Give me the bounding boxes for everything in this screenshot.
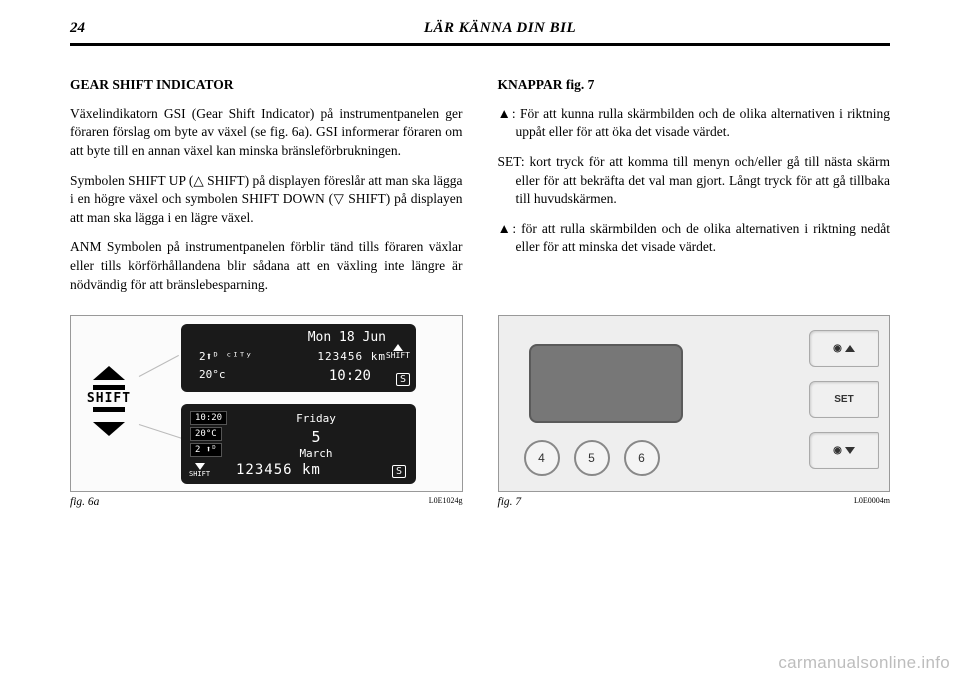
watermark: carmanualsonline.info: [778, 653, 950, 673]
odo-top: 123456 km: [317, 350, 386, 363]
radio-btn-5[interactable]: 5: [574, 440, 610, 476]
section-title: LÄR KÄNNA DIN BIL: [110, 20, 890, 37]
left-column: GEAR SHIFT INDICATOR Växelindikatorn GSI…: [70, 76, 463, 305]
gsi-heading: GEAR SHIFT INDICATOR: [70, 76, 463, 95]
header-rule: [70, 43, 890, 46]
date-top: Mon 18 Jun: [308, 330, 386, 345]
page-number: 24: [70, 20, 110, 37]
fig6a-code: L0E1024g: [429, 496, 463, 508]
fig6a-caption: fig. 6a: [70, 496, 99, 508]
btn-set[interactable]: SET: [809, 381, 879, 418]
right-column: KNAPPAR fig. 7 ▲: För att kunna rulla sk…: [498, 76, 891, 305]
fig7-caption: fig. 7: [498, 496, 522, 508]
shift-up-icon: SHIFT: [386, 344, 410, 360]
panel-screen: [529, 344, 683, 423]
temp-top: 20°c: [199, 368, 226, 381]
dashboard-top: Mon 18 Jun 2⬆ᴰ ᶜᴵᵀʸ 123456 km 20°c 10:20…: [181, 324, 416, 392]
radio-btn-6[interactable]: 6: [624, 440, 660, 476]
shift-label: SHIFT: [79, 391, 139, 406]
chip-time: 10:20: [190, 411, 227, 425]
s-box-bot: S: [392, 465, 406, 478]
odo-bot: 123456 km: [236, 462, 321, 478]
knappar-heading: KNAPPAR fig. 7: [498, 76, 891, 95]
s-box-top: S: [396, 373, 410, 386]
time-top: 10:20: [329, 368, 371, 384]
figure-6a: SHIFT Mon 18 Jun 2⬆ᴰ ᶜᴵᵀʸ 123456 km 20°c…: [70, 315, 463, 492]
chip-gear: 2 ⬆ᴰ: [190, 443, 222, 457]
btn-down[interactable]: ◉: [809, 432, 879, 469]
radio-btn-4[interactable]: 4: [524, 440, 560, 476]
btn-up[interactable]: ◉: [809, 330, 879, 367]
btn-dn-desc: ▲: för att rulla skärmbilden och de olik…: [498, 220, 891, 257]
gsi-p3: ANM Symbolen på instrumentpanelen förbli…: [70, 238, 463, 294]
fig7-code: L0E0004m: [854, 496, 890, 508]
shift-dn-icon: SHIFT: [189, 463, 210, 478]
figure-7: 4 5 6 ◉ SET ◉: [498, 315, 891, 492]
gsi-p2: Symbolen SHIFT UP (△ SHIFT) på displayen…: [70, 172, 463, 228]
btn-set-desc: SET: kort tryck för att komma till menyn…: [498, 153, 891, 209]
gear-row: 2⬆ᴰ ᶜᴵᵀʸ: [199, 350, 252, 363]
gsi-p1: Växelindikatorn GSI (Gear Shift Indicato…: [70, 105, 463, 161]
shift-icon: SHIFT: [79, 366, 139, 436]
dashboard-bottom: 10:20 20°C 2 ⬆ᴰ Friday 5 March SHIFT 123…: [181, 404, 416, 484]
day-block: Friday 5 March: [276, 412, 356, 462]
btn-up-desc: ▲: För att kunna rulla skärmbilden och d…: [498, 105, 891, 142]
chip-temp: 20°C: [190, 427, 222, 441]
